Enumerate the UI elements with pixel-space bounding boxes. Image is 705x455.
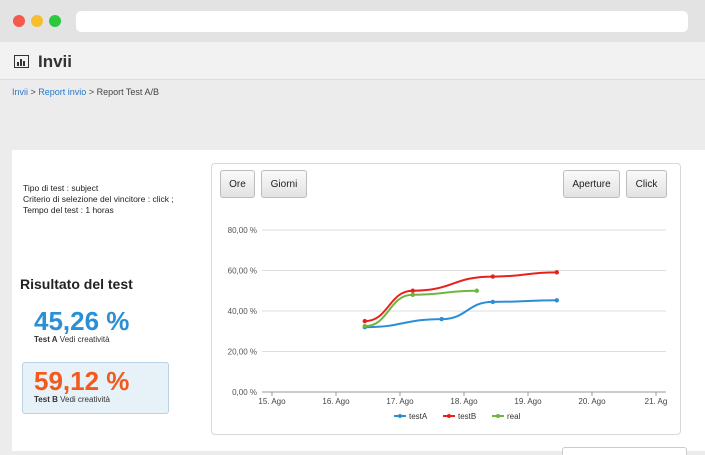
page-title: Invii — [38, 52, 73, 71]
test-a-result: 45,26 % Test A Vedi creatività — [34, 308, 129, 344]
test-b-result: 59,12 % Test B Vedi creatività — [34, 368, 129, 404]
test-a-creative-link[interactable]: Vedi creatività — [59, 335, 110, 344]
title-bar — [0, 0, 705, 42]
breadcrumb: Invii > Report invio > Report Test A/B — [12, 87, 159, 97]
test-b-creative-link[interactable]: Vedi creatività — [60, 395, 110, 404]
breadcrumb-current: Report Test A/B — [96, 87, 159, 97]
minimize-window-button[interactable] — [31, 15, 43, 27]
maximize-window-button[interactable] — [49, 15, 61, 27]
breadcrumb-report-invio[interactable]: Report invio — [38, 87, 87, 97]
test-type: Tipo di test : subject — [23, 183, 99, 193]
giorni-button[interactable]: Giorni — [261, 170, 307, 198]
ore-button[interactable]: Ore — [220, 170, 255, 198]
close-window-button[interactable] — [13, 15, 25, 27]
test-info: Tipo di test : subject Criterio di selez… — [23, 183, 174, 216]
result-title: Risultato del test — [20, 276, 133, 292]
page-header: Invii — [0, 42, 705, 80]
test-duration: Tempo del test : 1 horas — [23, 205, 114, 215]
bar-chart-icon — [14, 55, 29, 68]
test-b-label: Test B — [34, 395, 58, 404]
address-bar[interactable] — [76, 11, 688, 32]
bottom-tab — [562, 447, 687, 455]
breadcrumb-separator: > — [28, 87, 39, 97]
chart-container — [211, 163, 681, 435]
test-a-value: 45,26 % — [34, 306, 130, 336]
breadcrumb-separator: > — [86, 87, 97, 97]
winner-highlight — [22, 362, 169, 414]
winner-criterion: Criterio di selezione del vincitore : cl… — [23, 194, 174, 204]
test-a-label: Test A — [34, 335, 58, 344]
click-button[interactable]: Click — [626, 170, 667, 198]
test-b-value: 59,12 % — [34, 366, 130, 396]
aperture-button[interactable]: Aperture — [563, 170, 620, 198]
breadcrumb-invii[interactable]: Invii — [12, 87, 29, 97]
